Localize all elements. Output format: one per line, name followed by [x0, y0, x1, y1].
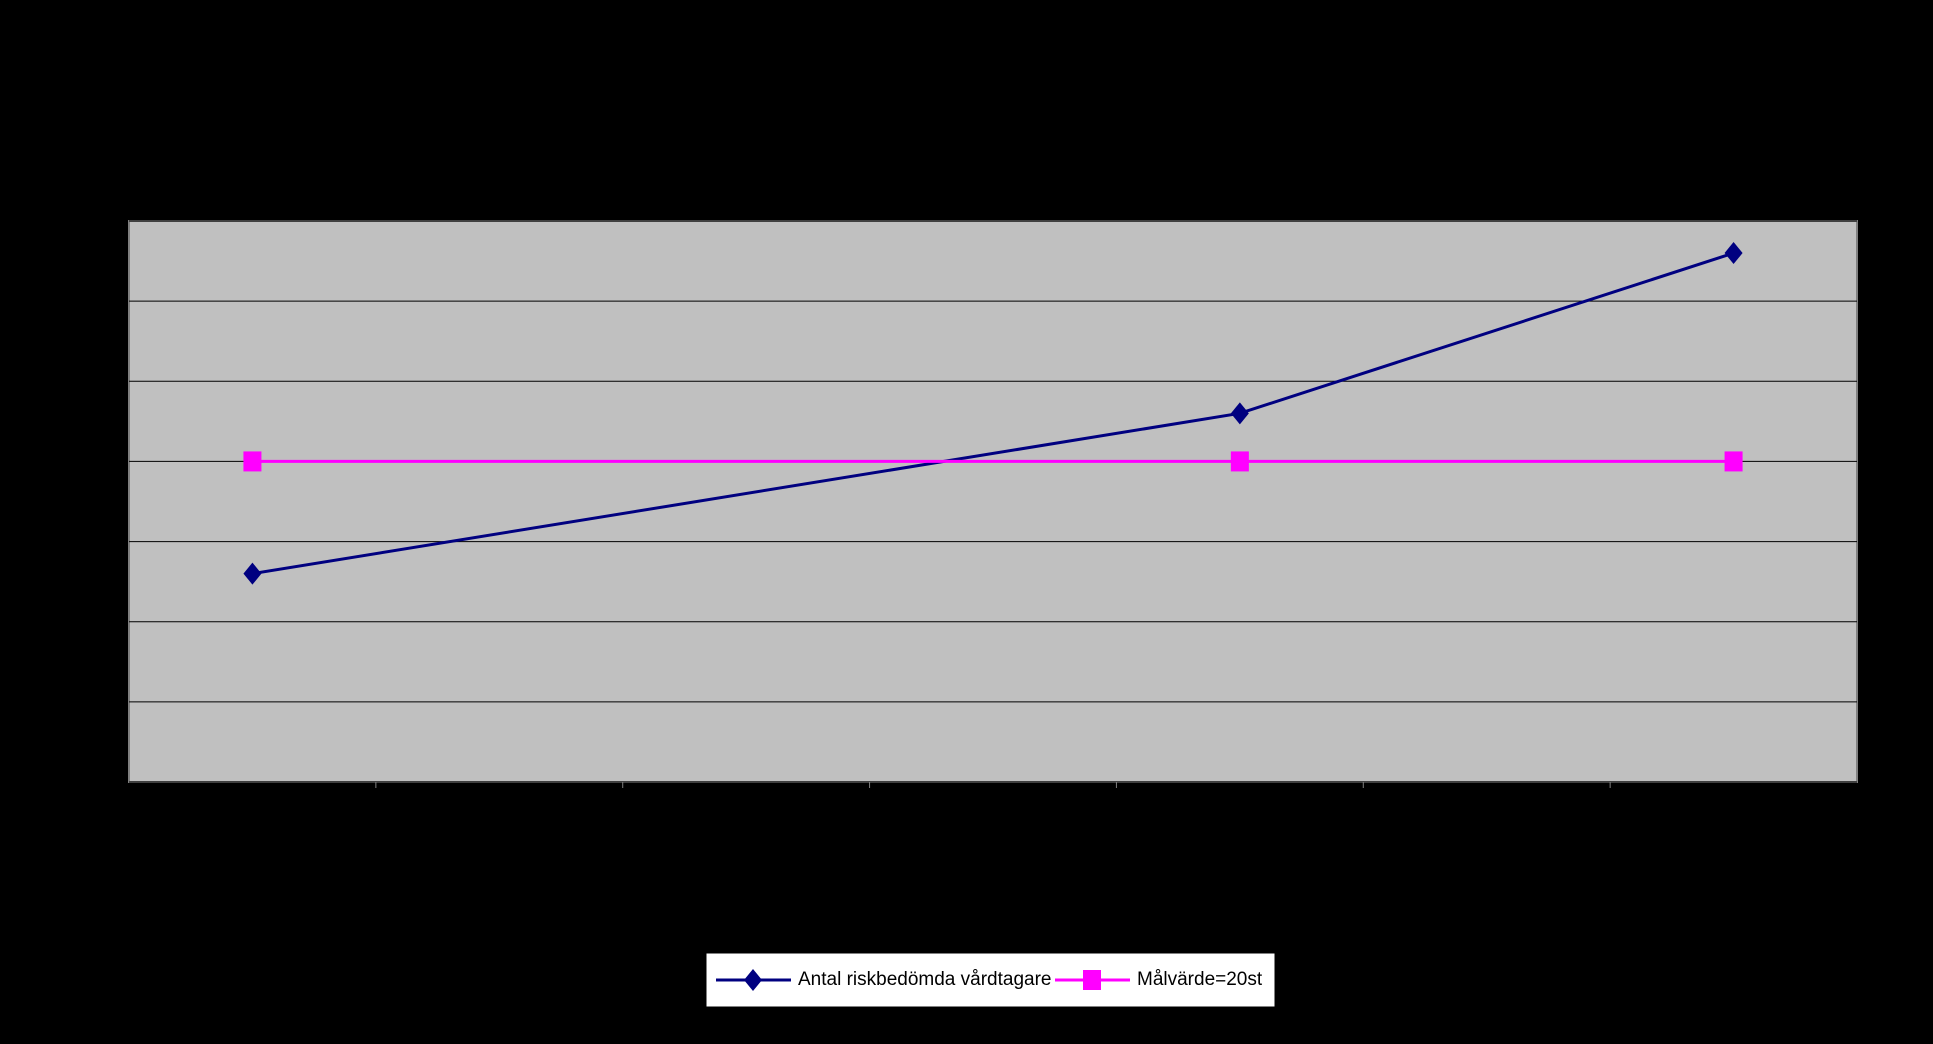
- y-tick-label: 5: [108, 693, 117, 710]
- x-axis-title: Månad: [965, 868, 1020, 888]
- y-tick-label: 35: [99, 212, 117, 229]
- y-tick-label: 25: [99, 373, 117, 390]
- y-tick-label: 20: [99, 453, 117, 470]
- marker: [744, 969, 762, 991]
- marker: [1230, 451, 1249, 472]
- y-tick-label: 0: [108, 773, 117, 790]
- marker: [1083, 970, 1101, 990]
- legend-label: Antal riskbedömda vårdtagare: [798, 969, 1051, 990]
- marker: [1230, 402, 1249, 425]
- y-tick-label: 30: [99, 292, 117, 309]
- x-tick-label: jun-08: [1461, 813, 1512, 833]
- x-tick-label: jan-08: [226, 813, 277, 833]
- plot-area: [128, 220, 1858, 783]
- x-tick-label: feb-08: [474, 813, 525, 833]
- x-tick-label: apr-08: [967, 813, 1019, 833]
- marker: [243, 562, 262, 585]
- legend: [705, 952, 1276, 1008]
- marker: [1724, 242, 1743, 265]
- x-tick-label: mar-08: [718, 813, 775, 833]
- y-tick-label: 10: [99, 613, 117, 630]
- marker: [1724, 451, 1743, 472]
- x-tick-label: maj-08: [1212, 813, 1267, 833]
- marker: [243, 451, 262, 472]
- chart-title: Antal riskbedömda vårdtagare på Vilstage…: [491, 59, 1442, 108]
- y-tick-label: 15: [99, 533, 117, 550]
- x-tick-label: jul-08: [1711, 813, 1756, 833]
- legend-label: Målvärde=20st: [1137, 969, 1263, 990]
